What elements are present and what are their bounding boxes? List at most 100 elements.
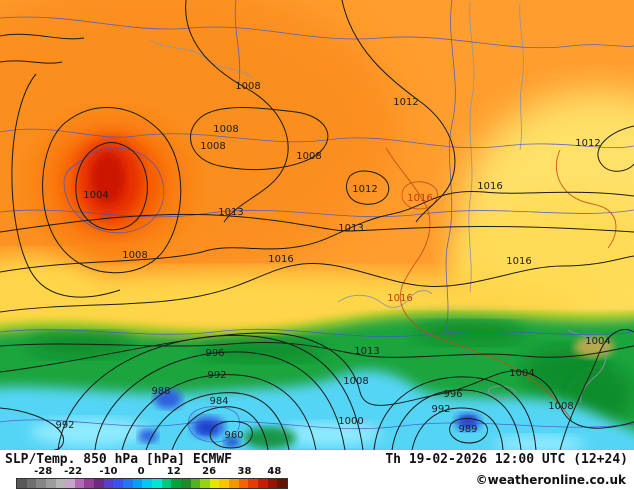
colorbar-tick-label: 12: [166, 466, 181, 477]
isobar-path: [0, 407, 64, 450]
isobar-path: [0, 342, 634, 358]
temperature-colorbar: -28 -22 -10 0 12 26 38 48: [16, 466, 288, 489]
pressure-label: 1013: [218, 207, 244, 218]
isobar-path: [145, 392, 290, 450]
isobar-path: [0, 332, 634, 429]
colorbar-segment: [84, 479, 95, 488]
isobar-path: [171, 406, 269, 450]
pressure-label: 1000: [338, 416, 364, 427]
blue-contour: [63, 147, 165, 234]
isobar-path: [190, 107, 329, 170]
pressure-label: 984: [209, 396, 229, 407]
blue-contour: [0, 16, 634, 49]
pressure-label: 1004: [83, 190, 109, 201]
colorbar-segment: [151, 479, 162, 488]
temp-hotspot-core: [91, 152, 125, 204]
coastline-path: [337, 290, 433, 308]
red-contour: [385, 147, 573, 421]
blue-contour: [445, 0, 456, 331]
pressure-label: 992: [431, 404, 451, 415]
footer-row1: SLP/Temp. 850 hPa [hPa] ECMWF Th 19-02-2…: [0, 450, 634, 467]
isobar-path: [0, 33, 85, 40]
isobar-path: [597, 125, 634, 172]
coastline-path: [519, 1, 524, 151]
temp-tan-patch: [574, 336, 614, 358]
red-contour: [556, 149, 617, 249]
isobar-path: [75, 141, 148, 231]
pressure-label: 1004: [585, 336, 611, 347]
pressure-label: 992: [55, 420, 75, 431]
colorbar-segment: [45, 479, 56, 488]
isobar-path: [449, 418, 488, 444]
colorbar-tick-label: 0: [137, 466, 145, 477]
temp-cold-blob3: [138, 429, 158, 443]
colorbar-segment: [180, 479, 191, 488]
pressure-label: 1012: [393, 97, 419, 108]
isobar-path: [559, 329, 634, 450]
colorbar-segment: [26, 479, 37, 488]
colorbar-segment: [258, 479, 268, 488]
colorbar-segment: [142, 479, 152, 488]
colorbar-segment: [277, 479, 287, 488]
colorbar-segment: [17, 479, 27, 488]
blue-contour: [0, 328, 634, 338]
colorbar-segment: [248, 479, 259, 488]
pressure-label: 1008: [213, 124, 239, 135]
isobar-path: [0, 190, 634, 273]
isobar-path: [346, 170, 390, 205]
weather-map-svg: [0, 0, 634, 450]
colorbar-segment: [171, 479, 181, 488]
colorbar-segment: [209, 479, 220, 488]
colorbar-segment: [267, 479, 278, 488]
isobar-path: [0, 60, 63, 64]
pressure-label: 1008: [548, 401, 574, 412]
colorbar-tick-label: 26: [202, 466, 217, 477]
weather-map: 1008 1012 1008 1008 1008 1012 1012 1016 1016 1013…: [0, 0, 634, 450]
colorbar-segment: [74, 479, 85, 488]
pressure-label: 989: [458, 424, 478, 435]
pressure-label: 1016: [506, 256, 532, 267]
pressure-label: 996: [205, 348, 225, 359]
blue-contour: [234, 0, 241, 89]
temp-cyan-band: [0, 370, 634, 450]
colorbar-segment: [113, 479, 124, 488]
pressure-label: 1008: [200, 141, 226, 152]
colorbar-segment: [190, 479, 201, 488]
isobar-path: [11, 73, 121, 298]
pressure-label: 1008: [122, 250, 148, 261]
pressure-label: 1008: [343, 376, 369, 387]
credit-label: ©weatheronline.co.uk: [475, 473, 626, 487]
pressure-label: 960: [224, 430, 244, 441]
blue-contour: [188, 406, 240, 443]
isobar-path: [121, 374, 317, 450]
pressure-label: 1008: [296, 151, 322, 162]
isobar-path: [0, 213, 634, 233]
pressure-label: 1016: [477, 181, 503, 192]
coastline-path: [149, 39, 253, 79]
pressure-label: 1004: [509, 368, 535, 379]
blue-contour: [0, 209, 634, 218]
colorbar-tick-label: -28: [34, 466, 53, 477]
colorbar-segment: [65, 479, 75, 488]
colorbar-segment: [200, 479, 210, 488]
colorbar-segment: [55, 479, 66, 488]
colorbar-ticks: -28 -22 -10 0 12 26 38 48: [16, 466, 288, 478]
pressure-label: 1016: [387, 293, 413, 304]
temp-lightcyan2: [278, 422, 382, 446]
isobar-contours-black: [0, 0, 634, 450]
colorbar-tick-label: 48: [267, 466, 282, 477]
map-labels-layer: 1008 1012 1008 1008 1008 1012 1012 1016 1016 1013…: [55, 81, 611, 441]
isobar-path: [185, 0, 289, 223]
footer-row2: -28 -22 -10 0 12 26 38 48 ©weatheronline.co.uk: [0, 467, 634, 489]
isobar-path: [209, 420, 253, 449]
contours-blue: [0, 0, 634, 443]
temp-lightcyan3: [495, 435, 585, 450]
temp-darkgreen-bottom: [244, 427, 296, 449]
temp-yellowgreen-edge: [0, 308, 634, 339]
colorbar-tick-label: -10: [99, 466, 118, 477]
pressure-label: 992: [207, 370, 227, 381]
isobar-path: [411, 407, 504, 450]
temp-darkgreen1: [30, 332, 130, 358]
pressure-label: 1008: [235, 81, 261, 92]
isobar-path: [341, 0, 456, 223]
